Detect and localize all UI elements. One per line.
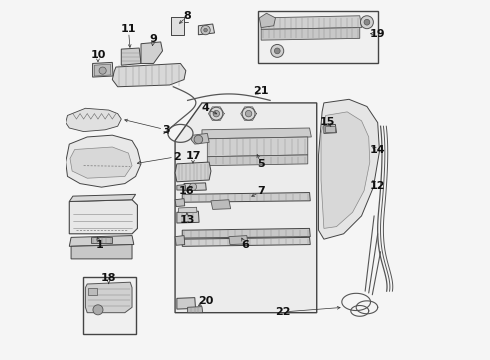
Polygon shape (122, 48, 141, 65)
Text: 11: 11 (121, 24, 136, 35)
Bar (324, 126, 335, 132)
Circle shape (245, 111, 252, 117)
Text: 5: 5 (257, 159, 265, 169)
Polygon shape (184, 183, 206, 191)
Text: 1: 1 (96, 239, 104, 249)
Bar (83, 277, 136, 334)
Text: 19: 19 (370, 29, 386, 39)
Polygon shape (112, 63, 186, 87)
Text: 3: 3 (162, 125, 170, 135)
Polygon shape (66, 135, 141, 187)
Polygon shape (70, 147, 132, 178)
Circle shape (190, 183, 196, 190)
Polygon shape (175, 162, 211, 182)
Circle shape (274, 48, 280, 54)
Circle shape (213, 111, 220, 117)
Text: 20: 20 (198, 296, 213, 306)
Text: 21: 21 (253, 86, 269, 96)
Polygon shape (202, 128, 311, 139)
Polygon shape (95, 64, 111, 76)
Polygon shape (141, 42, 163, 63)
Polygon shape (175, 235, 185, 245)
Text: 14: 14 (370, 144, 386, 154)
Polygon shape (191, 134, 209, 144)
Polygon shape (318, 99, 379, 239)
Text: 12: 12 (370, 181, 386, 192)
Text: 2: 2 (173, 152, 181, 162)
Text: 22: 22 (275, 307, 291, 317)
Polygon shape (91, 237, 112, 243)
Text: 15: 15 (320, 117, 335, 127)
Polygon shape (259, 13, 275, 28)
Text: 17: 17 (185, 150, 201, 161)
Circle shape (194, 135, 203, 144)
Polygon shape (188, 307, 203, 313)
Text: 8: 8 (184, 11, 192, 21)
Polygon shape (182, 228, 310, 238)
Bar (258, 12, 378, 63)
Polygon shape (93, 62, 113, 77)
Circle shape (93, 305, 103, 315)
Polygon shape (207, 137, 308, 157)
Polygon shape (324, 125, 337, 134)
Circle shape (210, 107, 223, 120)
Bar (88, 288, 97, 296)
Text: 9: 9 (149, 35, 157, 44)
Text: 16: 16 (179, 186, 195, 196)
Polygon shape (177, 185, 186, 190)
Text: 13: 13 (179, 215, 195, 225)
Polygon shape (229, 235, 248, 244)
Polygon shape (321, 112, 370, 228)
Circle shape (271, 44, 284, 57)
Polygon shape (69, 194, 136, 202)
Polygon shape (177, 211, 199, 223)
Polygon shape (85, 282, 132, 313)
Polygon shape (71, 244, 132, 259)
Polygon shape (179, 207, 197, 213)
Circle shape (201, 26, 210, 35)
Polygon shape (175, 199, 185, 207)
Text: 6: 6 (241, 239, 249, 249)
Polygon shape (261, 28, 360, 40)
Polygon shape (172, 17, 184, 35)
Polygon shape (66, 108, 122, 132)
Polygon shape (182, 237, 310, 246)
Circle shape (364, 19, 370, 25)
Text: 7: 7 (257, 186, 265, 197)
Polygon shape (198, 24, 215, 35)
Circle shape (204, 28, 207, 32)
Circle shape (242, 107, 255, 120)
Polygon shape (175, 103, 317, 313)
Polygon shape (211, 200, 231, 210)
Polygon shape (182, 193, 310, 202)
Circle shape (361, 16, 373, 29)
Text: 4: 4 (201, 103, 210, 113)
Text: 10: 10 (90, 50, 106, 60)
Polygon shape (69, 235, 134, 246)
Polygon shape (69, 200, 137, 234)
Polygon shape (261, 16, 362, 30)
Text: 18: 18 (101, 273, 117, 283)
Circle shape (99, 67, 106, 74)
Polygon shape (177, 298, 196, 309)
Polygon shape (207, 155, 308, 166)
